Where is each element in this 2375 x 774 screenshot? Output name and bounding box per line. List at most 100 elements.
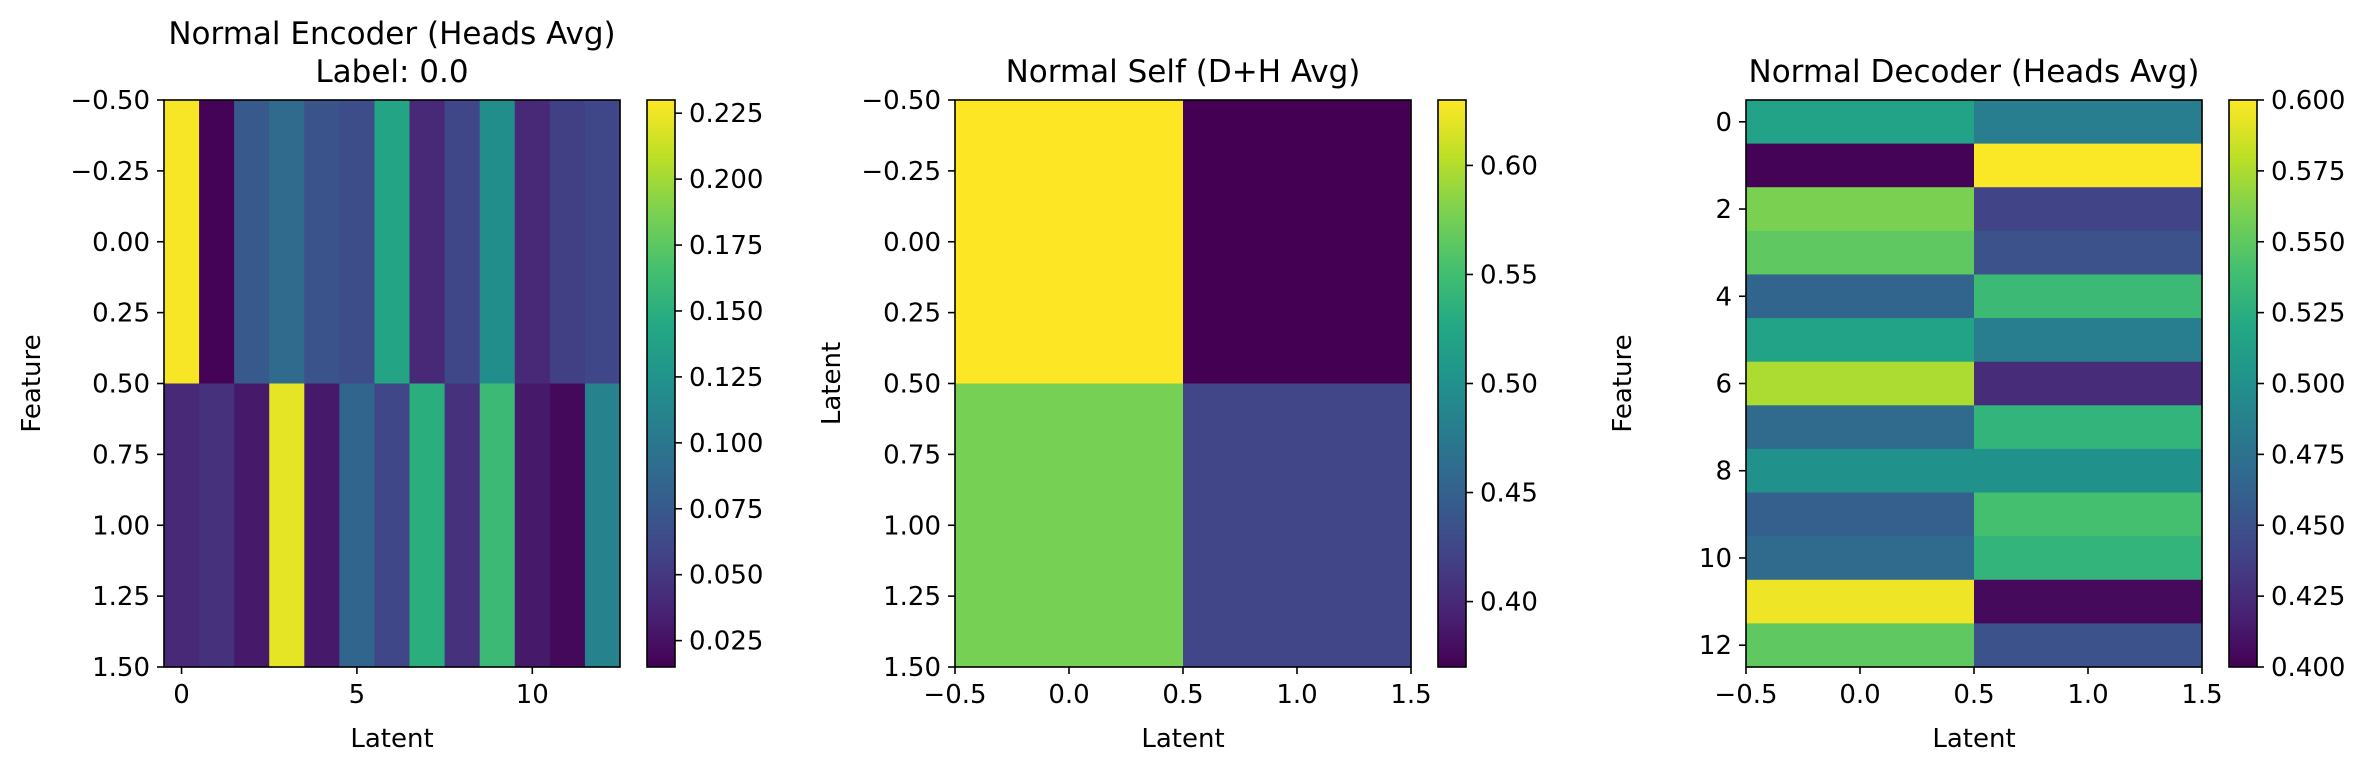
heatmap-cell — [339, 100, 376, 385]
heatmap-cell — [479, 383, 516, 668]
heatmap-cell — [234, 100, 270, 385]
heatmap-cell — [374, 100, 411, 385]
heatmap-cell — [199, 383, 235, 668]
heatmap-cell — [1974, 230, 2203, 276]
y-tick-label: −0.50 — [861, 86, 941, 116]
colorbar-tick-label: 0.50 — [1480, 370, 1538, 400]
colorbar-tick-label: 0.200 — [689, 165, 763, 195]
y-tick-label: 1.50 — [883, 653, 941, 683]
y-axis-label: Latent — [817, 342, 847, 425]
y-tick-label: 1.00 — [883, 511, 941, 541]
heatmap-cell — [304, 100, 340, 385]
y-tick-label: 0.00 — [92, 228, 150, 258]
chart-title: Normal Decoder (Heads Avg) — [1749, 54, 2200, 90]
heatmap-cell — [549, 100, 586, 385]
x-tick-label: 1.0 — [1276, 680, 1317, 710]
heatmap-cell — [955, 383, 1184, 668]
heatmap-cell — [1746, 274, 1975, 319]
colorbar-tick-label: 0.55 — [1480, 260, 1538, 290]
heatmap-cell — [1974, 143, 2203, 188]
y-tick-label: 0.00 — [883, 228, 941, 258]
heatmap-cell — [1746, 100, 1975, 145]
y-tick-label: −0.25 — [861, 157, 941, 187]
x-tick-label: 10 — [516, 680, 549, 710]
heatmap-cell — [234, 383, 270, 668]
heatmap-cell — [164, 100, 200, 385]
x-tick-label: −0.5 — [923, 680, 986, 710]
heatmap-panels: 0 5 10−0.50−0.250.000.250.500.751.001.251.… — [17, 16, 2345, 754]
heatmap-cell — [1746, 492, 1975, 537]
colorbar-tick-label: 0.575 — [2271, 157, 2345, 187]
heatmap-cell — [409, 383, 446, 668]
colorbar — [1438, 100, 1466, 667]
heatmap-cell — [1974, 448, 2203, 494]
panel-3: −0.5 0.0 0.5 1.0 1.5 0 2 4 6 8 10 12 Latent Feature No… — [1608, 54, 2345, 754]
heatmap-cell — [1974, 405, 2203, 450]
heatmap-cell — [1746, 536, 1975, 581]
y-tick-label: 4 — [1715, 282, 1732, 312]
y-tick-label: 0.25 — [92, 299, 150, 329]
colorbar-tick-label: 0.075 — [689, 495, 763, 525]
x-axis-label: Latent — [1141, 724, 1224, 754]
y-axis-label: Feature — [17, 334, 47, 432]
y-tick-label: 6 — [1715, 370, 1732, 400]
y-tick-label: 1.50 — [92, 653, 150, 683]
heatmap-cell — [1974, 492, 2203, 537]
y-axis-label: Feature — [1608, 334, 1638, 432]
heatmap-cell — [1183, 100, 1412, 385]
x-tick-label: 0.5 — [1162, 680, 1203, 710]
y-tick-label: 2 — [1715, 195, 1732, 225]
heatmap-cell — [1974, 361, 2203, 406]
heatmap-cell — [1746, 623, 1975, 668]
x-tick-label: 1.5 — [1390, 680, 1431, 710]
heatmap-cell — [339, 383, 376, 668]
y-tick-label: −0.50 — [70, 86, 150, 116]
colorbar-tick-label: 0.100 — [689, 429, 763, 459]
panel-1: 0 5 10 −0.50 −0.25 0.00 0.25 0.50 0.75 1.00 1.25 1.… — [17, 16, 763, 754]
y-tick-label: 0.75 — [883, 440, 941, 470]
x-tick-label: 0.0 — [1839, 680, 1880, 710]
heatmap-cell — [1746, 361, 1975, 406]
heatmap-cell — [269, 383, 305, 668]
colorbar-tick-label: 0.150 — [689, 297, 763, 327]
heatmap-cell — [269, 100, 305, 385]
heatmap-cell — [444, 383, 481, 668]
x-axis-label: Latent — [350, 724, 433, 754]
y-tick-label: 1.25 — [92, 582, 150, 612]
heatmap-cell — [1746, 405, 1975, 450]
heatmap-cell — [1974, 318, 2203, 363]
colorbar-tick-label: 0.40 — [1480, 588, 1538, 618]
chart-title: Normal Self (D+H Avg) — [1006, 54, 1361, 90]
colorbar-tick-label: 0.500 — [2271, 370, 2345, 400]
heatmap-cell — [1746, 187, 1975, 232]
colorbar — [2229, 100, 2257, 667]
colorbar-tick-label: 0.600 — [2271, 86, 2345, 116]
heatmap-cell — [479, 100, 516, 385]
colorbar-frame — [646, 99, 676, 668]
colorbar-tick-label: 0.400 — [2271, 653, 2345, 683]
heatmap-cell — [444, 100, 481, 385]
colorbar — [647, 100, 675, 667]
heatmap-cell — [955, 100, 1184, 385]
y-tick-label: 10 — [1699, 544, 1732, 574]
y-tick-label: 12 — [1699, 631, 1732, 661]
y-tick-label: 0.50 — [92, 370, 150, 400]
x-tick-label: −0.5 — [1714, 680, 1777, 710]
colorbar-tick-label: 0.450 — [2271, 511, 2345, 541]
heatmap-cell — [1974, 536, 2203, 581]
colorbar-tick-label: 0.225 — [689, 99, 763, 129]
heatmap-cell — [409, 100, 446, 385]
colorbar-tick-label: 0.025 — [689, 627, 763, 657]
colorbar-tick-label: 0.45 — [1480, 479, 1538, 509]
heatmap-cell — [1746, 448, 1975, 494]
heatmap-cell — [1974, 187, 2203, 232]
heatmap-cell — [1974, 579, 2203, 624]
x-tick-label: 1.5 — [2181, 680, 2222, 710]
heatmap-cell — [1746, 143, 1975, 188]
heatmap-cell — [304, 383, 340, 668]
colorbar-tick-label: 0.425 — [2271, 582, 2345, 612]
colorbar-tick-label: 0.475 — [2271, 440, 2345, 470]
x-tick-label: 0.0 — [1048, 680, 1089, 710]
colorbar-tick-label: 0.050 — [689, 561, 763, 591]
heatmap-cell — [584, 100, 621, 385]
